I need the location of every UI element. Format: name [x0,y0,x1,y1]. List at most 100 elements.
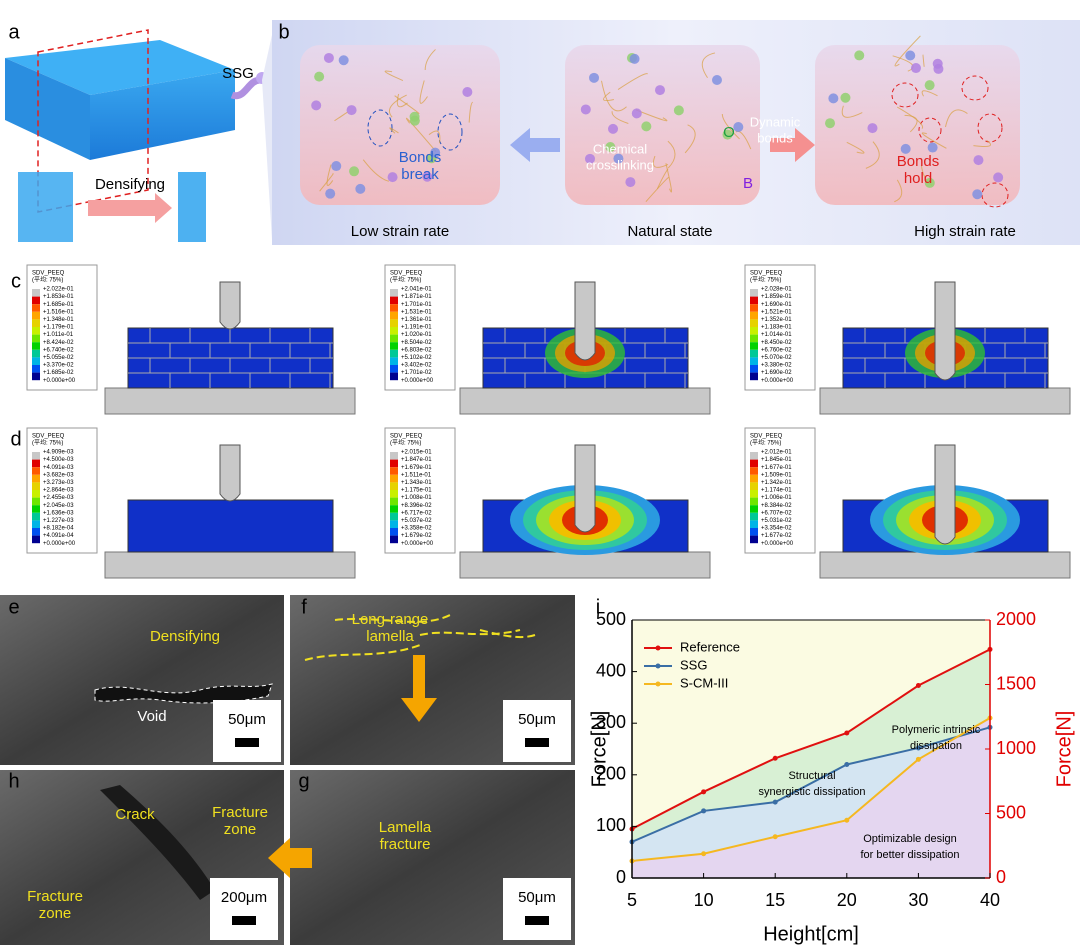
legend-value: +1.183e-01 [761,325,792,331]
panel-label: e [8,596,19,618]
legend-value: +1.521e-01 [761,309,792,315]
polymer-chain [468,101,474,123]
legend-value: +5.031e-02 [761,518,792,524]
legend-value: +8.396e-02 [401,503,432,509]
panel-label: i [596,596,600,618]
polymer-chain [601,80,627,112]
legend-value: +3.380e-02 [761,363,792,369]
layers-after [178,172,206,242]
legend-value: +1.014e-01 [761,332,792,338]
annotation: lamella [366,628,414,645]
scale-bar [232,916,256,925]
annotation: Long-range [352,611,429,628]
color-swatch [32,342,40,350]
legend-value: +3.354e-02 [761,526,792,532]
legend-value: +6.717e-02 [401,510,432,516]
legend-value: +2.012e-01 [761,450,792,456]
legend-value: +3.370e-02 [43,363,74,369]
annotation: zone [39,905,72,922]
line [631,717,991,862]
color-swatch [390,490,398,498]
legend-value: +4.909e-03 [43,450,74,456]
state-label: Natural state [627,223,712,240]
color-swatch [390,357,398,365]
legend-value: +1.006e-01 [761,495,792,501]
bead [924,177,935,188]
polymer-chain [645,176,670,203]
legend-label: S-CM-III [680,675,728,690]
bead [673,105,684,116]
annotation: for better dissipation [860,849,959,861]
cube [300,45,500,205]
x-tick-label: 15 [765,890,785,910]
legend-marker [655,645,661,651]
layers-before [18,172,73,242]
color-swatch [390,327,398,335]
color-swatch [32,535,40,544]
color-swatch [32,459,40,468]
polymer-chain [922,54,925,67]
color-swatch [390,535,398,544]
color-swatch [390,497,398,506]
polymer-chain [389,127,399,134]
annotation: zone [224,821,257,838]
y-tick-label: 200 [596,764,626,784]
color-swatch [750,505,758,513]
legend-value: +1.701e-02 [401,370,432,376]
scale-box [210,878,278,940]
legend-value: +1.008e-01 [401,495,432,501]
legend-value: +1.685e-01 [43,302,74,308]
legend-value: +2.015e-01 [401,450,432,456]
color-swatch [750,311,758,320]
color-swatch [750,459,758,468]
polymer-chain [846,141,865,154]
bead [910,63,921,74]
bond-circle [367,109,393,147]
y-axis-label: Force[N] [588,711,610,788]
legend-value: +1.531e-01 [401,309,432,315]
annotation: fracture [380,836,431,853]
bond-circle [981,182,1009,208]
color-swatch [32,467,40,475]
legend-value: +2.455e-03 [43,495,74,501]
bead [972,189,983,200]
color-swatch [750,528,758,536]
substrate [104,387,356,415]
polymer-chain [362,159,390,182]
legend-value: +4.500e-03 [43,457,74,463]
legend-value: +3.358e-02 [401,526,432,532]
color-swatch [32,474,40,483]
indenter [219,281,241,330]
ssg-label: SSG [222,65,254,82]
annotation: Lamella [379,819,432,836]
color-swatch [390,304,398,312]
color-swatch [390,296,398,305]
bead [905,50,916,61]
polymer-chain [944,109,968,128]
bead [993,172,1004,183]
color-swatch [32,304,40,312]
legend-value: +2.022e-01 [43,287,74,293]
legend-value: +2.045e-03 [43,503,74,509]
polymer-chain [424,49,436,70]
legend-value: +1.677e-02 [761,533,792,539]
legend-value: +0.000e+00 [401,541,434,547]
color-swatch [750,512,758,521]
legend-value: +8.424e-02 [43,340,74,346]
bead [625,177,636,188]
color-swatch [750,372,758,381]
legend-value: +1.859e-01 [761,294,792,300]
legend-value: +1.342e-01 [761,480,792,486]
scale-label: 50μm [228,711,266,728]
legend-subtitle: (平均: 75%) [750,439,781,447]
polymer-chain [319,173,334,192]
panel-label: f [301,596,307,618]
bead [346,105,357,116]
bead [825,118,836,129]
polymer-chain [721,113,740,140]
legend-value: +8.182e-04 [43,526,74,532]
annotation: Bonds [897,153,940,170]
legend-value: +6.803e-02 [401,347,432,353]
legend-value: +0.000e+00 [43,541,76,547]
annotation: Fracture [27,888,83,905]
